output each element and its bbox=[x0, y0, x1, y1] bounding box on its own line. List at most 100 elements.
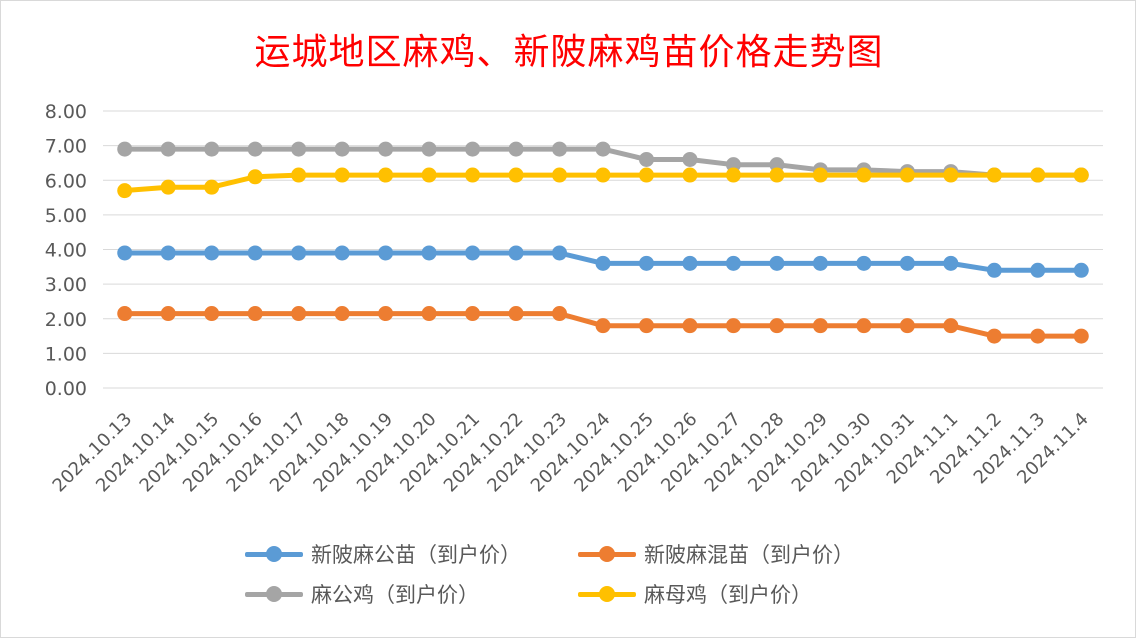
data-point bbox=[508, 245, 524, 261]
data-point bbox=[160, 245, 176, 261]
data-point bbox=[595, 318, 611, 334]
data-point bbox=[204, 179, 220, 195]
data-point bbox=[334, 141, 350, 157]
legend-label: 新陂麻公苗（到户价） bbox=[311, 543, 521, 567]
data-point bbox=[943, 318, 959, 334]
chart-title: 运城地区麻鸡、新陂麻鸡苗价格走势图 bbox=[254, 32, 884, 73]
data-point bbox=[899, 167, 915, 183]
data-point bbox=[1030, 262, 1046, 278]
series-0 bbox=[117, 245, 1089, 278]
legend-label: 麻母鸡（到户价） bbox=[644, 583, 812, 607]
data-point bbox=[465, 306, 481, 322]
data-point bbox=[1073, 262, 1089, 278]
data-point bbox=[638, 255, 654, 271]
data-point bbox=[552, 141, 568, 157]
legend-item: 新陂麻公苗（到户价） bbox=[241, 537, 574, 571]
data-point bbox=[986, 167, 1002, 183]
data-point bbox=[899, 255, 915, 271]
legend-swatch bbox=[241, 584, 307, 604]
y-tick-label: 4.00 bbox=[45, 240, 87, 262]
data-point bbox=[291, 141, 307, 157]
data-point bbox=[552, 245, 568, 261]
data-point bbox=[595, 141, 611, 157]
y-axis: 0.00 1.00 2.00 3.00 4.00 5.00 6.00 7.00 8.00 bbox=[45, 101, 87, 400]
data-point bbox=[378, 306, 394, 322]
series-3 bbox=[117, 167, 1089, 199]
data-point bbox=[856, 167, 872, 183]
data-point bbox=[986, 328, 1002, 344]
legend-swatch bbox=[241, 544, 307, 564]
data-point bbox=[769, 318, 785, 334]
data-point bbox=[986, 262, 1002, 278]
legend-item: 麻公鸡（到户价） bbox=[241, 577, 574, 611]
data-point bbox=[421, 306, 437, 322]
data-point bbox=[204, 245, 220, 261]
series-layer bbox=[117, 141, 1089, 344]
data-point bbox=[856, 255, 872, 271]
data-point bbox=[638, 151, 654, 167]
plot-area: 0.00 1.00 2.00 3.00 4.00 5.00 6.00 7.00 8.00 202… bbox=[45, 101, 1103, 497]
data-point bbox=[291, 167, 307, 183]
data-point bbox=[595, 167, 611, 183]
data-point bbox=[334, 245, 350, 261]
data-point bbox=[638, 318, 654, 334]
data-point bbox=[769, 157, 785, 173]
data-point bbox=[465, 141, 481, 157]
legend-item: 新陂麻混苗（到户价） bbox=[574, 537, 904, 571]
data-point bbox=[899, 318, 915, 334]
y-tick-label: 1.00 bbox=[45, 343, 87, 365]
data-point bbox=[812, 318, 828, 334]
data-point bbox=[421, 141, 437, 157]
data-point bbox=[508, 306, 524, 322]
data-point bbox=[117, 183, 133, 199]
data-point bbox=[117, 245, 133, 261]
data-point bbox=[247, 169, 263, 185]
y-tick-label: 0.00 bbox=[45, 378, 87, 400]
data-point bbox=[334, 167, 350, 183]
data-point bbox=[943, 255, 959, 271]
data-point bbox=[725, 167, 741, 183]
series-1 bbox=[117, 306, 1089, 344]
legend-label: 新陂麻混苗（到户价） bbox=[644, 543, 854, 567]
data-point bbox=[943, 167, 959, 183]
y-tick-label: 5.00 bbox=[45, 205, 87, 227]
data-point bbox=[812, 255, 828, 271]
data-point bbox=[378, 167, 394, 183]
data-point bbox=[769, 167, 785, 183]
data-point bbox=[812, 167, 828, 183]
data-point bbox=[856, 318, 872, 334]
legend-label: 麻公鸡（到户价） bbox=[311, 583, 479, 607]
data-point bbox=[378, 141, 394, 157]
data-point bbox=[508, 167, 524, 183]
data-point bbox=[1073, 328, 1089, 344]
data-point bbox=[247, 141, 263, 157]
x-axis: 2024.10.132024.10.142024.10.152024.10.16… bbox=[49, 409, 1093, 497]
data-point bbox=[247, 245, 263, 261]
data-point bbox=[291, 306, 307, 322]
data-point bbox=[117, 141, 133, 157]
data-point bbox=[682, 151, 698, 167]
data-point bbox=[378, 245, 394, 261]
data-point bbox=[334, 306, 350, 322]
data-point bbox=[160, 306, 176, 322]
data-point bbox=[204, 306, 220, 322]
legend-swatch bbox=[574, 584, 640, 604]
y-tick-label: 7.00 bbox=[45, 136, 87, 158]
legend-swatch bbox=[574, 544, 640, 564]
data-point bbox=[552, 167, 568, 183]
data-point bbox=[465, 167, 481, 183]
y-tick-label: 2.00 bbox=[45, 309, 87, 331]
data-point bbox=[725, 318, 741, 334]
data-point bbox=[682, 318, 698, 334]
data-point bbox=[160, 141, 176, 157]
data-point bbox=[682, 255, 698, 271]
data-point bbox=[465, 245, 481, 261]
data-point bbox=[725, 157, 741, 173]
data-point bbox=[769, 255, 785, 271]
data-point bbox=[682, 167, 698, 183]
y-tick-label: 3.00 bbox=[45, 274, 87, 296]
y-tick-label: 6.00 bbox=[45, 170, 87, 192]
data-point bbox=[508, 141, 524, 157]
data-point bbox=[291, 245, 307, 261]
